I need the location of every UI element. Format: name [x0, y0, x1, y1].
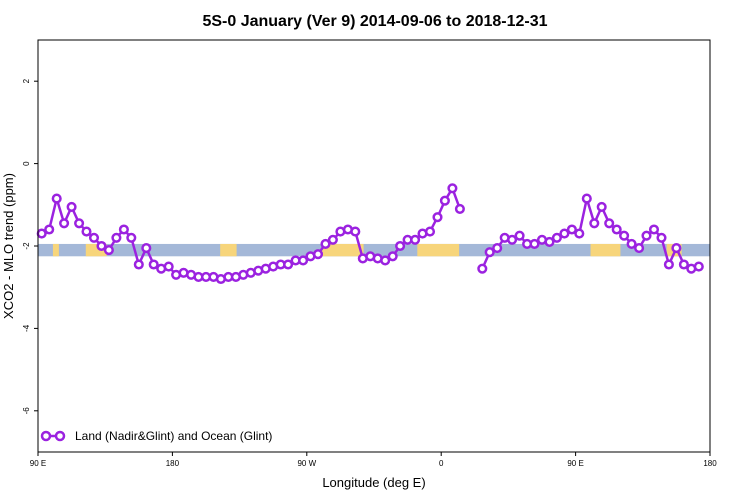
- y-axis: 2 0 -2 -4 -6: [22, 78, 38, 414]
- series-line: [41, 187, 462, 281]
- data-point: [574, 228, 585, 239]
- legend: Land (Nadir&Glint) and Ocean (Glint): [40, 429, 272, 443]
- data-point: [327, 234, 338, 245]
- data-point: [44, 224, 55, 235]
- data-point: [447, 183, 458, 194]
- land-band-segment: [590, 243, 621, 257]
- data-point: [59, 218, 70, 229]
- data-point: [51, 193, 62, 204]
- legend-marker: [54, 430, 66, 442]
- data-point: [492, 243, 503, 254]
- data-point: [395, 240, 406, 252]
- data-point: [148, 259, 159, 270]
- data-point: [66, 201, 77, 212]
- legend-label: Land (Nadir&Glint) and Ocean (Glint): [75, 429, 272, 443]
- data-point: [693, 261, 704, 272]
- data-point: [432, 212, 443, 223]
- data-point: [410, 234, 421, 245]
- y-tick-label: -6: [22, 407, 31, 415]
- data-point: [581, 193, 592, 204]
- data-point: [350, 226, 361, 237]
- data-point: [507, 234, 518, 245]
- data-point: [626, 238, 637, 249]
- data-point: [439, 195, 450, 206]
- x-axis: 90 E 180 90 W 0 90 E 180: [30, 452, 717, 468]
- data-point: [163, 261, 174, 272]
- data-point: [514, 230, 525, 241]
- y-tick-label: -2: [22, 242, 31, 250]
- chart-title: 5S-0 January (Ver 9) 2014-09-06 to 2018-…: [202, 13, 547, 30]
- data-point: [619, 230, 630, 241]
- y-tick-label: 0: [22, 161, 31, 166]
- data-point: [678, 259, 689, 270]
- data-point: [648, 224, 660, 235]
- x-tick-label: 180: [703, 459, 717, 468]
- series-line: [481, 197, 700, 270]
- x-tick-label: 90 E: [567, 459, 583, 468]
- data-point: [283, 259, 294, 270]
- data-point: [641, 230, 652, 241]
- series-layer: [36, 183, 704, 285]
- data-point: [484, 247, 495, 258]
- data-point: [566, 224, 577, 235]
- x-tick-label: 0: [439, 459, 444, 468]
- data-point: [529, 238, 540, 249]
- data-point: [477, 263, 488, 274]
- y-tick-label: 2: [22, 78, 31, 83]
- data-point: [126, 232, 137, 243]
- data-point: [596, 201, 607, 212]
- data-point: [312, 249, 324, 260]
- x-tick-label: 90 E: [30, 459, 46, 468]
- x-tick-label: 90 W: [297, 459, 316, 468]
- legend-marker: [40, 430, 52, 442]
- ocean-band: [38, 243, 710, 257]
- data-point: [111, 232, 122, 243]
- data-point: [387, 251, 398, 262]
- data-point: [611, 224, 622, 235]
- data-point: [656, 232, 667, 243]
- data-point: [559, 228, 570, 239]
- data-point: [103, 245, 114, 256]
- data-point: [141, 243, 152, 254]
- data-point: [663, 259, 674, 270]
- x-axis-label: Longitude (deg E): [322, 475, 425, 490]
- land-band-segment: [417, 243, 460, 257]
- data-point: [454, 203, 465, 214]
- land-band-segment: [321, 243, 364, 257]
- y-axis-label: XCO2 - MLO trend (ppm): [1, 173, 16, 319]
- data-point: [589, 218, 600, 229]
- data-point: [133, 259, 144, 270]
- data-point: [424, 226, 436, 237]
- data-point: [551, 232, 562, 243]
- x-tick-label: 180: [166, 459, 180, 468]
- data-point: [96, 240, 107, 252]
- land-band-segment: [52, 243, 59, 257]
- data-point: [604, 218, 615, 229]
- data-point: [671, 243, 682, 254]
- data-point: [320, 238, 331, 249]
- data-point: [88, 232, 100, 243]
- data-point: [298, 255, 309, 266]
- y-tick-label: -4: [22, 324, 31, 332]
- data-point: [74, 218, 85, 229]
- data-point: [380, 255, 391, 266]
- data-point: [81, 226, 92, 237]
- data-point: [634, 243, 645, 254]
- data-point: [118, 224, 129, 235]
- data-point: [544, 236, 555, 247]
- land-band-segment: [220, 243, 237, 257]
